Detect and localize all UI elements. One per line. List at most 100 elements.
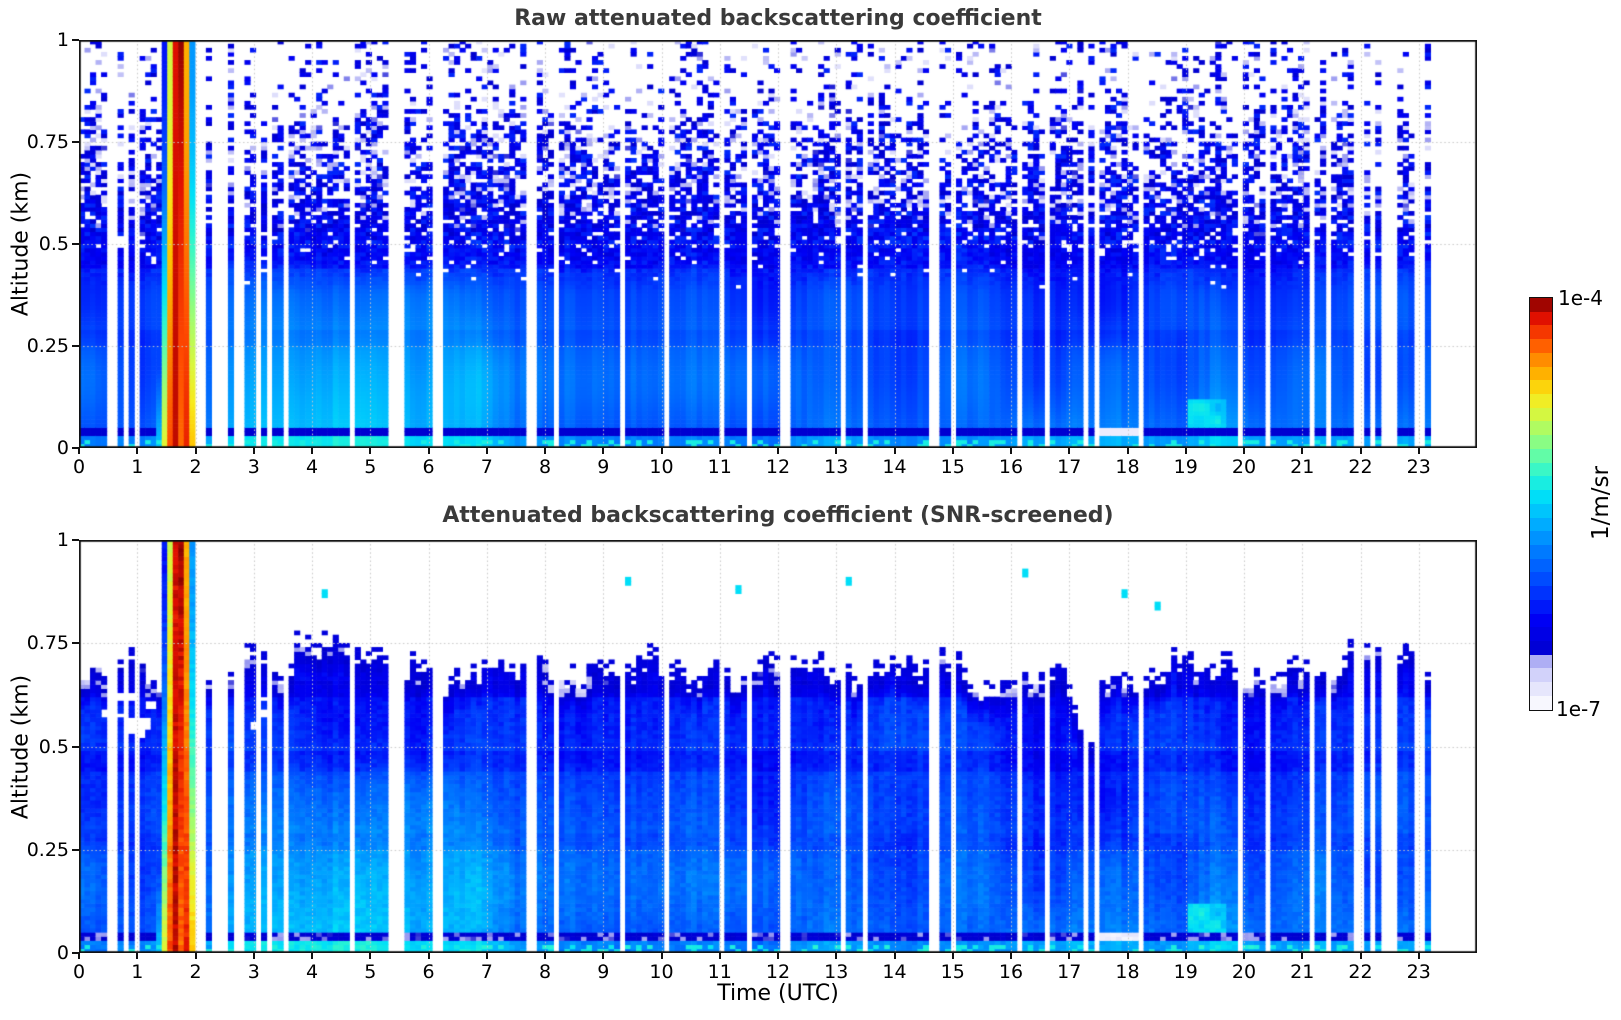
colorbar-step — [1530, 682, 1552, 696]
y-tick-mark — [72, 39, 79, 41]
x-tick-mark — [777, 953, 779, 959]
screened-panel-title: Attenuated backscattering coefficient (S… — [442, 503, 1114, 528]
colorbar-step — [1530, 435, 1552, 449]
x-tick-label: 7 — [480, 961, 493, 983]
x-tick-mark — [1126, 448, 1129, 454]
x-tick-mark — [369, 448, 372, 454]
x-tick-mark — [1068, 448, 1071, 454]
x-tick-mark — [1184, 448, 1187, 454]
colorbar-max-label: 1e-4 — [1558, 286, 1603, 310]
colorbar-step — [1530, 558, 1552, 573]
x-tick-mark — [252, 448, 255, 454]
x-tick-label: 16 — [998, 456, 1024, 478]
x-tick-mark — [78, 953, 80, 959]
x-tick-mark — [194, 953, 197, 959]
x-tick-label: 8 — [538, 961, 552, 983]
x-tick-label: 8 — [538, 456, 552, 478]
y-tick-mark — [72, 642, 79, 645]
x-tick-label: 19 — [1173, 961, 1198, 983]
x-tick-label: 2 — [189, 456, 202, 478]
colorbar-step — [1530, 325, 1552, 340]
colorbar-step — [1530, 394, 1552, 408]
x-tick-mark — [1126, 953, 1129, 959]
colorbar-step — [1530, 311, 1552, 326]
x-tick-mark — [136, 953, 139, 959]
x-tick-mark — [1184, 953, 1187, 959]
x-tick-mark — [1010, 953, 1012, 959]
colorbar-unit-label: 1/m/sr — [1588, 466, 1614, 540]
colorbar-step — [1530, 298, 1552, 312]
x-tick-label: 12 — [765, 456, 791, 478]
x-tick-mark — [1243, 953, 1245, 959]
colorbar-step — [1530, 599, 1552, 614]
colorbar-step — [1530, 668, 1552, 683]
x-tick-mark — [893, 953, 896, 959]
colorbar-step — [1530, 695, 1552, 710]
colorbar-step — [1530, 462, 1552, 477]
colorbar-step — [1530, 613, 1552, 628]
y-tick-label: 1 — [56, 529, 69, 551]
screened-heatmap-canvas — [79, 540, 1477, 953]
colorbar-step — [1530, 380, 1552, 395]
x-tick-mark — [951, 953, 954, 959]
x-tick-mark — [194, 448, 197, 454]
y-tick-mark — [72, 447, 79, 449]
x-tick-mark — [1301, 953, 1304, 959]
raw-panel — [79, 40, 1477, 448]
x-tick-mark — [485, 953, 488, 959]
colorbar-step — [1530, 366, 1552, 381]
x-tick-mark — [485, 448, 488, 454]
colorbar-step — [1530, 627, 1552, 641]
x-tick-mark — [1010, 448, 1012, 454]
x-tick-label: 15 — [940, 961, 965, 983]
y-tick-label: 0.25 — [26, 335, 69, 357]
y-tick-mark — [72, 345, 79, 347]
y-tick-label: 0.75 — [26, 632, 69, 655]
x-tick-mark — [718, 953, 721, 959]
x-tick-label: 6 — [422, 456, 435, 478]
x-tick-label: 7 — [480, 456, 493, 478]
colorbar-step — [1530, 352, 1552, 367]
x-tick-label: 20 — [1231, 961, 1257, 983]
screened-panel — [79, 540, 1477, 953]
x-tick-label: 13 — [824, 456, 849, 478]
colorbar-step — [1530, 339, 1552, 353]
x-tick-label: 11 — [707, 961, 732, 983]
x-tick-label: 1 — [131, 961, 144, 983]
x-tick-label: 18 — [1115, 456, 1140, 478]
x-tick-label: 22 — [1348, 456, 1373, 478]
x-tick-label: 9 — [597, 961, 610, 983]
x-tick-mark — [718, 448, 721, 454]
colorbar-step — [1530, 407, 1552, 422]
x-tick-mark — [602, 953, 605, 959]
y-tick-label: 0 — [56, 437, 69, 459]
x-tick-label: 5 — [364, 456, 377, 478]
x-tick-mark — [1417, 448, 1420, 454]
x-tick-label: 4 — [305, 961, 319, 983]
y-tick-label: 0.25 — [26, 838, 69, 861]
x-tick-label: 14 — [882, 961, 907, 983]
x-tick-label: 18 — [1115, 961, 1140, 983]
x-tick-label: 0 — [72, 961, 86, 983]
colorbar-step — [1530, 586, 1552, 600]
raw-panel-title: Raw attenuated backscattering coefficien… — [514, 6, 1042, 31]
colorbar-step — [1530, 490, 1552, 504]
x-tick-mark — [835, 448, 838, 454]
x-tick-label: 13 — [824, 961, 849, 983]
x-tick-label: 12 — [765, 961, 791, 983]
x-tick-mark — [544, 953, 546, 959]
x-tick-mark — [777, 448, 779, 454]
x-tick-label: 5 — [364, 961, 377, 983]
y-tick-label: 0.5 — [38, 233, 69, 255]
colorbar — [1529, 297, 1553, 711]
x-tick-label: 11 — [707, 456, 732, 478]
y-tick-label: 0 — [56, 942, 69, 964]
x-tick-mark — [660, 448, 663, 454]
x-axis-label: Time (UTC) — [717, 981, 839, 1006]
x-tick-label: 21 — [1290, 456, 1315, 478]
colorbar-step — [1530, 544, 1552, 559]
x-tick-label: 23 — [1406, 456, 1431, 478]
x-tick-mark — [1301, 448, 1304, 454]
colorbar-step — [1530, 572, 1552, 587]
